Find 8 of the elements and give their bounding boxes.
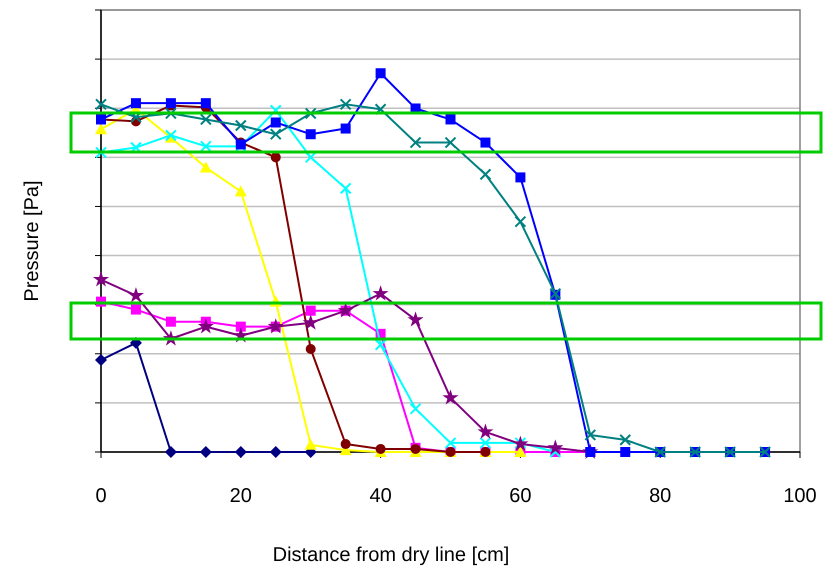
- y-axis-title: Pressure [Pa]: [21, 180, 43, 302]
- x-tick-label: 100: [783, 485, 817, 507]
- x-axis-title: Distance from dry line [cm]: [272, 544, 510, 566]
- x-tick-label: 80: [649, 485, 672, 507]
- x-tick-label: 40: [369, 485, 392, 507]
- x-tick-label: 20: [230, 485, 252, 507]
- x-tick-label: 0: [95, 485, 107, 507]
- x-tick-label: 60: [509, 485, 532, 507]
